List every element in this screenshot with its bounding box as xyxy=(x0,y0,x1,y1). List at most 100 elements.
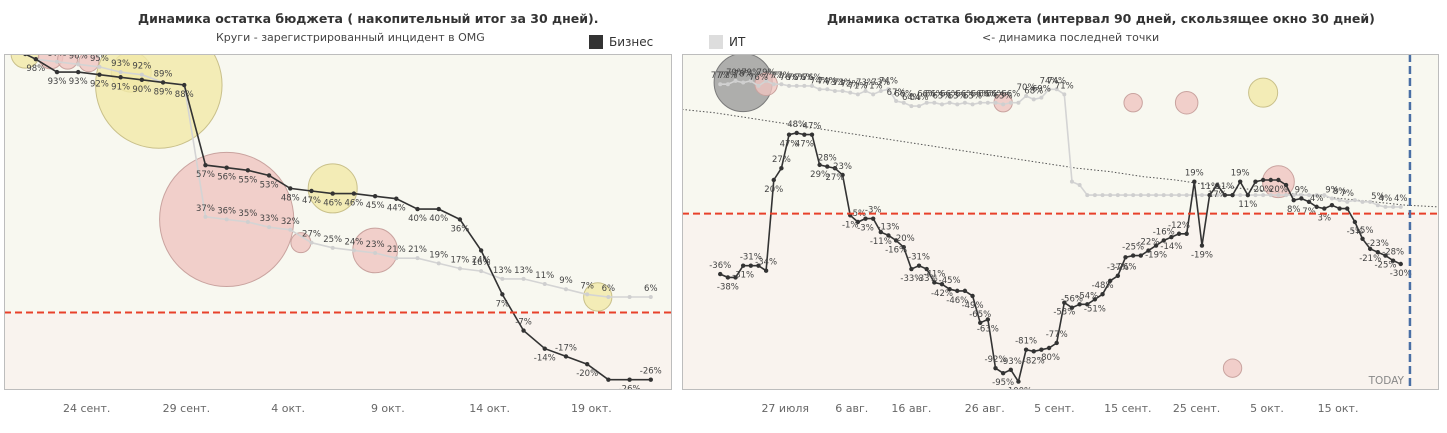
chart-2-series-business-data-label: -5% xyxy=(1347,227,1364,237)
chart-2-series-business-point xyxy=(718,271,723,277)
chart-2-series-it-point xyxy=(863,88,868,93)
chart-2-series-business-data-label: -20% xyxy=(893,234,915,244)
chart-1-series-it-point xyxy=(394,256,399,261)
chart-2-series-business-point xyxy=(901,245,906,250)
chart-2-x-tick-label: 26 авг. xyxy=(965,402,1005,415)
chart-1-series-it-point xyxy=(563,287,568,292)
chart-2-series-it-point xyxy=(1337,198,1342,203)
chart-2-series-it-data-label: 77% xyxy=(772,71,791,81)
chart-2-series-it-data-label: 76% xyxy=(795,73,814,83)
chart-2-x-tick-label: 15 окт. xyxy=(1318,402,1359,415)
chart-2-series-it-point xyxy=(962,100,967,105)
chart-2-series-it-data-label: 74% xyxy=(810,76,829,86)
chart-2-series-business-point xyxy=(932,280,937,285)
chart-2-series-business-data-label: -46% xyxy=(946,296,968,306)
chart-1-series-business-data-label: -14% xyxy=(534,354,556,364)
chart-1-series-it-data-label: 92% xyxy=(132,62,151,72)
chart-1-series-it-point xyxy=(627,294,632,299)
chart-2-series-business-point xyxy=(1184,231,1189,236)
chart-2-series-business-data-label: -42% xyxy=(931,289,953,299)
chart-2-series-it-point xyxy=(779,82,784,87)
chart-2-series-it-data-label: 68% xyxy=(1024,86,1043,96)
chart-2-series-business-data-label: -19% xyxy=(1191,251,1213,261)
chart-2-series-business-point xyxy=(1008,367,1013,373)
chart-2-series-business-data-label: -15% xyxy=(1352,226,1374,236)
chart-2-series-business-point xyxy=(1092,297,1098,302)
chart-1-series-it-data-label: 6% xyxy=(602,284,616,294)
chart-2-series-business-data-label: 7% xyxy=(1302,207,1316,217)
chart-2-series-it-point xyxy=(1077,183,1082,188)
chart-2-series-it-point xyxy=(794,83,799,88)
chart-2-series-it-point xyxy=(756,83,761,88)
chart-1-series-business-point xyxy=(54,69,60,75)
chart-2-series-business-data-label: -37% xyxy=(1107,263,1129,273)
chart-2-series-it-point xyxy=(1138,193,1143,198)
chart-1-series-business-point xyxy=(33,56,39,62)
chart-2-series-it-point xyxy=(1123,193,1128,198)
chart-2-series-it-point xyxy=(725,82,730,87)
chart-2-x-tick-label: 16 авг. xyxy=(891,402,931,415)
chart-1-series-it-data-label: 21% xyxy=(387,245,406,255)
chart-2-series-business-point xyxy=(1215,182,1220,188)
chart-2-series-business-data-label: -3% xyxy=(857,224,874,234)
chart-2-series-it-data-label: 66% xyxy=(940,90,959,100)
chart-2-series-business-data-label: -19% xyxy=(1145,251,1167,261)
chart-1-series-it-point xyxy=(139,72,144,77)
chart-2-series-business-data-label: -12% xyxy=(1168,221,1190,231)
chart-2-series-business-point xyxy=(978,320,983,325)
chart-2-series-business-point xyxy=(725,275,731,280)
chart-2-series-business-data-label: 28% xyxy=(818,154,837,164)
chart-2-series-business-data-label: 17% xyxy=(1208,190,1227,200)
chart-1-series-business-point xyxy=(542,346,547,351)
chart-2-series-it-data-label: 9% xyxy=(1325,185,1339,195)
chart-1-series-business-data-label: 93% xyxy=(48,77,67,87)
chart-2-series-business-point xyxy=(916,263,922,268)
chart-2-series-business-point xyxy=(786,132,792,137)
chart-2-series-business-point xyxy=(870,216,876,221)
chart-2-series-it-data-label: 73% xyxy=(825,78,844,88)
chart-2-series-business-data-label: -34% xyxy=(755,258,777,268)
chart-2-series-it-data-label: 73% xyxy=(833,78,852,88)
chart-2-series-business-point xyxy=(1192,179,1197,184)
chart-2-series-business-data-label: 27% xyxy=(772,155,791,165)
chart-1-x-tick-label: 9 окт. xyxy=(371,402,405,415)
chart-2-series-it-point xyxy=(1299,193,1304,198)
chart-2-series-business-point xyxy=(1253,179,1258,184)
chart-2-incident-bubble xyxy=(1174,90,1199,115)
chart-1-series-it-point xyxy=(415,256,420,261)
chart-2-series-business-data-label: -53% xyxy=(1053,308,1075,318)
chart-1-series-business-data-label: 92% xyxy=(90,80,109,90)
chart-2-series-business-data-label: -23% xyxy=(1367,239,1389,249)
chart-1-series-business-point xyxy=(203,162,208,168)
chart-2-series-business-data-label: 20% xyxy=(764,185,783,195)
chart-1-series-it-point xyxy=(585,292,590,297)
chart-1-title: Динамика остатка бюджета ( накопительный… xyxy=(138,11,599,26)
chart-2-series-it-data-label: 71% xyxy=(848,81,867,91)
chart-2-series-it-point xyxy=(1199,193,1204,198)
chart-2-series-it-data-label: 76% xyxy=(780,73,799,83)
chart-1-series-it-data-label: 95% xyxy=(90,54,109,64)
chart-2-series-it-point xyxy=(1001,102,1006,107)
chart-2-series-it-point xyxy=(1238,193,1243,198)
chart-1-incident-bubble xyxy=(78,54,100,73)
chart-1-series-it-data-label: 93% xyxy=(111,59,130,69)
chart-2-series-business-point xyxy=(886,233,891,238)
chart-2-series-it-point xyxy=(1291,193,1296,198)
chart-2-trend-line xyxy=(682,108,1439,208)
chart-1-series-it-point xyxy=(606,294,611,299)
chart-2-series-business-data-label: 47% xyxy=(803,122,822,132)
chart-2-series-it-point xyxy=(932,100,937,105)
chart-2-series-business-data-label: -54% xyxy=(1076,291,1098,301)
chart-1-series-business-point xyxy=(330,191,335,196)
chart-1-series-business-data-label: 40% xyxy=(429,214,448,224)
chart-2-series-business-data-label: 20% xyxy=(1269,185,1288,195)
chart-2-series-business-point xyxy=(1199,243,1205,248)
chart-2-series-it-point xyxy=(1307,193,1312,198)
chart-2-x-tick-label: 5 окт. xyxy=(1250,402,1284,415)
chart-2-series-business-data-label: 9% xyxy=(1295,185,1309,195)
chart-2-series-it-data-label: 66% xyxy=(894,90,913,100)
chart-2-series-it-data-label: 74% xyxy=(818,76,837,86)
chart-2-series-business-data-label: -51% xyxy=(1084,304,1106,314)
chart-2-series-it-point xyxy=(1368,199,1373,204)
